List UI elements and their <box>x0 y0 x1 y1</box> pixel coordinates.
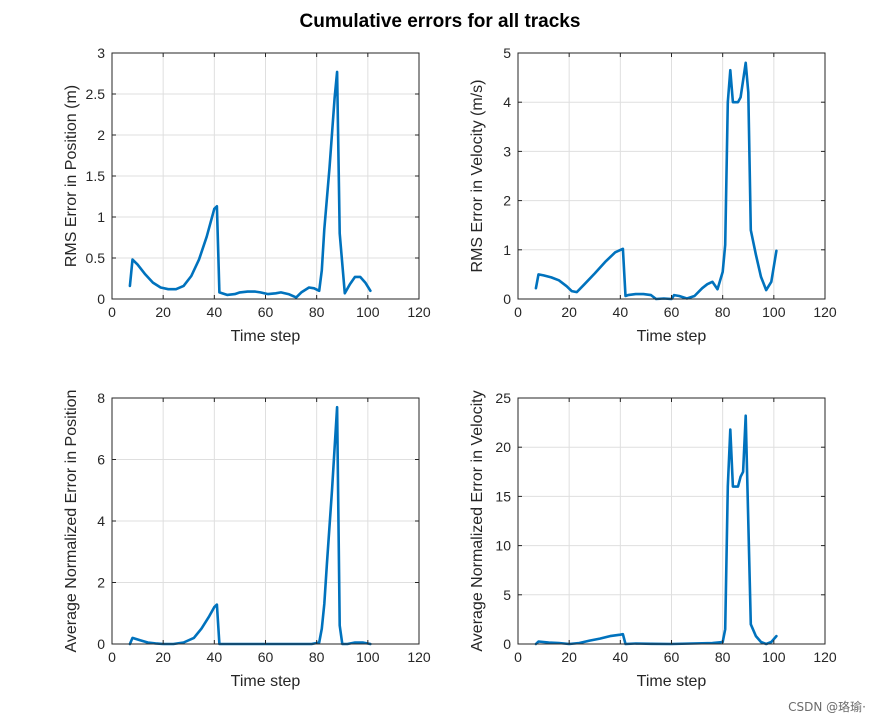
y-tick-label: 4 <box>97 513 105 529</box>
x-tick-label: 0 <box>514 649 522 665</box>
y-tick-label: 10 <box>495 538 511 554</box>
x-tick-label: 80 <box>715 649 731 665</box>
x-tick-label: 80 <box>309 304 325 320</box>
y-tick-label: 1.5 <box>86 168 106 184</box>
watermark: CSDN @珞瑜· <box>788 700 866 714</box>
x-tick-label: 60 <box>664 649 680 665</box>
x-axis-label: Time step <box>231 673 301 690</box>
y-tick-label: 2 <box>97 575 105 591</box>
series-line-1 <box>128 70 372 299</box>
x-tick-label: 40 <box>613 304 629 320</box>
subplot-2: 0 20 40 60 80 100 120 0 1 2 3 4 5 Time step RMS Error … <box>469 45 837 345</box>
x-tick-label: 60 <box>258 649 274 665</box>
x-tick-label: 100 <box>356 649 380 665</box>
y-tick-label: 3 <box>97 45 105 61</box>
y-tick-label: 6 <box>97 452 105 468</box>
y-tick-label: 2 <box>503 193 511 209</box>
x-tick-label: 40 <box>613 649 629 665</box>
y-tick-label: 2 <box>97 127 105 143</box>
y-tick-label: 1 <box>503 242 511 258</box>
y-tick-label: 8 <box>97 390 105 406</box>
x-tick-label: 120 <box>407 304 431 320</box>
x-tick-label: 40 <box>207 304 223 320</box>
y-tick-label: 15 <box>495 488 511 504</box>
y-tick-label: 1 <box>97 209 105 225</box>
figure-title: Cumulative errors for all tracks <box>299 11 581 32</box>
x-tick-label: 60 <box>664 304 680 320</box>
y-axis-label: RMS Error in Velocity (m/s) <box>469 80 486 273</box>
x-tick-label: 20 <box>561 304 577 320</box>
subplot-1: 0 20 40 60 80 100 120 0 0.5 1 1.5 2 2.5 3 Time step RMS… <box>63 45 431 345</box>
y-tick-label: 4 <box>503 94 511 110</box>
x-tick-label: 0 <box>514 304 522 320</box>
y-axis-label: RMS Error in Position (m) <box>63 85 80 267</box>
x-tick-label: 80 <box>309 649 325 665</box>
x-tick-label: 120 <box>813 304 837 320</box>
series-line-1 <box>534 61 778 301</box>
y-tick-label: 2.5 <box>86 86 106 102</box>
y-tick-label: 0 <box>97 291 105 307</box>
y-tick-label: 0 <box>503 291 511 307</box>
x-tick-label: 20 <box>155 304 171 320</box>
subplot-4: 0 20 40 60 80 100 120 0 5 10 15 20 25 Time step Averag… <box>469 390 837 690</box>
subplot-3: 0 20 40 60 80 100 120 0 2 4 6 8 Time step Average Nor… <box>63 390 431 690</box>
y-axis-label: Average Normalized Error in Position <box>63 390 80 653</box>
y-tick-label: 25 <box>495 390 511 406</box>
x-tick-label: 0 <box>108 649 116 665</box>
x-tick-label: 0 <box>108 304 116 320</box>
y-tick-label: 0.5 <box>86 250 106 266</box>
x-tick-label: 120 <box>407 649 431 665</box>
y-tick-label: 0 <box>97 636 105 652</box>
x-tick-label: 100 <box>762 304 786 320</box>
x-tick-label: 100 <box>356 304 380 320</box>
x-tick-label: 120 <box>813 649 837 665</box>
x-tick-label: 80 <box>715 304 731 320</box>
x-tick-label: 20 <box>155 649 171 665</box>
x-axis-label: Time step <box>637 328 707 345</box>
y-tick-label: 0 <box>503 636 511 652</box>
x-tick-label: 40 <box>207 649 223 665</box>
x-axis-label: Time step <box>231 328 301 345</box>
y-axis-label: Average Normalized Error in Velocity <box>469 390 486 651</box>
y-tick-label: 3 <box>503 143 511 159</box>
y-tick-label: 5 <box>503 587 511 603</box>
y-tick-label: 5 <box>503 45 511 61</box>
x-tick-label: 20 <box>561 649 577 665</box>
x-axis-label: Time step <box>637 673 707 690</box>
series-line-1 <box>534 414 778 646</box>
x-tick-label: 60 <box>258 304 274 320</box>
y-tick-label: 20 <box>495 439 511 455</box>
x-tick-label: 100 <box>762 649 786 665</box>
